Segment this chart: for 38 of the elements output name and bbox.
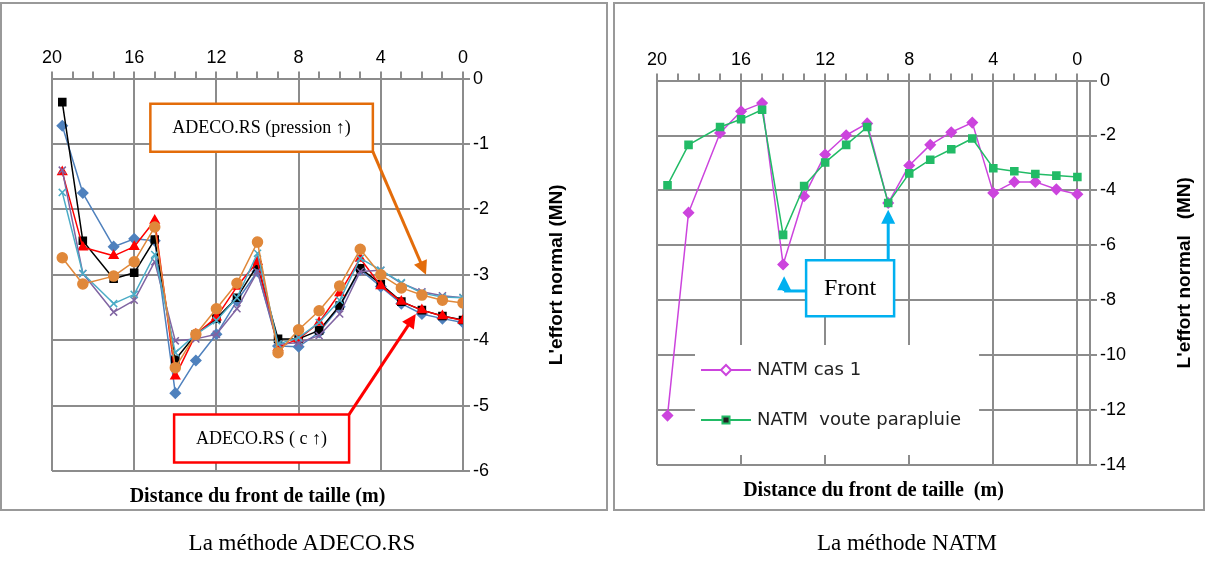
annotation: ADECO.RS ( c ↑) (196, 428, 328, 450)
x-tick-label: 0 (1072, 48, 1083, 69)
x-tick-label: 8 (293, 46, 304, 67)
x-tick-label: 12 (206, 46, 227, 67)
y-tick-label: -5 (473, 394, 490, 415)
y-tick-label: -4 (473, 329, 490, 350)
y-tick-label: -8 (1099, 289, 1116, 310)
x-tick-label: 20 (646, 48, 668, 69)
x-tick-label: 8 (904, 48, 915, 69)
y-tick-label: -6 (473, 459, 490, 480)
text: La méthode NATM (815, 530, 999, 556)
y-tick-label: -4 (1099, 179, 1116, 200)
y-tick-label: -14 (1099, 453, 1126, 474)
y-tick-label: 0 (1099, 69, 1110, 90)
x-tick-label: 20 (41, 46, 63, 67)
y-tick-label: -2 (1099, 124, 1116, 145)
x-tick-label: 12 (815, 48, 836, 69)
text: La méthode ADECO.RS (187, 530, 417, 556)
y-tick-label: -2 (473, 198, 490, 219)
y-axis-title: L'effort normal (MN) (1173, 177, 1195, 369)
x-tick-label: 16 (731, 48, 752, 69)
y-tick-label: -3 (473, 263, 490, 284)
annotation: ADECO.RS (pression ↑) (172, 117, 351, 139)
x-tick-label: 4 (375, 46, 386, 67)
x-axis-title: Distance du front de taille (m) (743, 478, 1004, 502)
x-tick-label: 0 (457, 46, 468, 67)
y-tick-label: -10 (1099, 344, 1126, 365)
x-axis-title: Distance du front de taille (m) (129, 484, 386, 508)
x-tick-label: 4 (988, 48, 999, 69)
y-axis-title: L'effort normal (MN) (545, 184, 567, 366)
legend-label: NATM voute parapluie (757, 407, 962, 429)
y-tick-label: -12 (1099, 399, 1126, 420)
y-tick-label: 0 (473, 67, 484, 88)
legend-label: NATM cas 1 (757, 357, 862, 379)
annotation: Front (824, 274, 877, 301)
y-tick-label: -1 (473, 132, 490, 153)
x-tick-label: 16 (124, 46, 145, 67)
y-tick-label: -6 (1099, 234, 1116, 255)
